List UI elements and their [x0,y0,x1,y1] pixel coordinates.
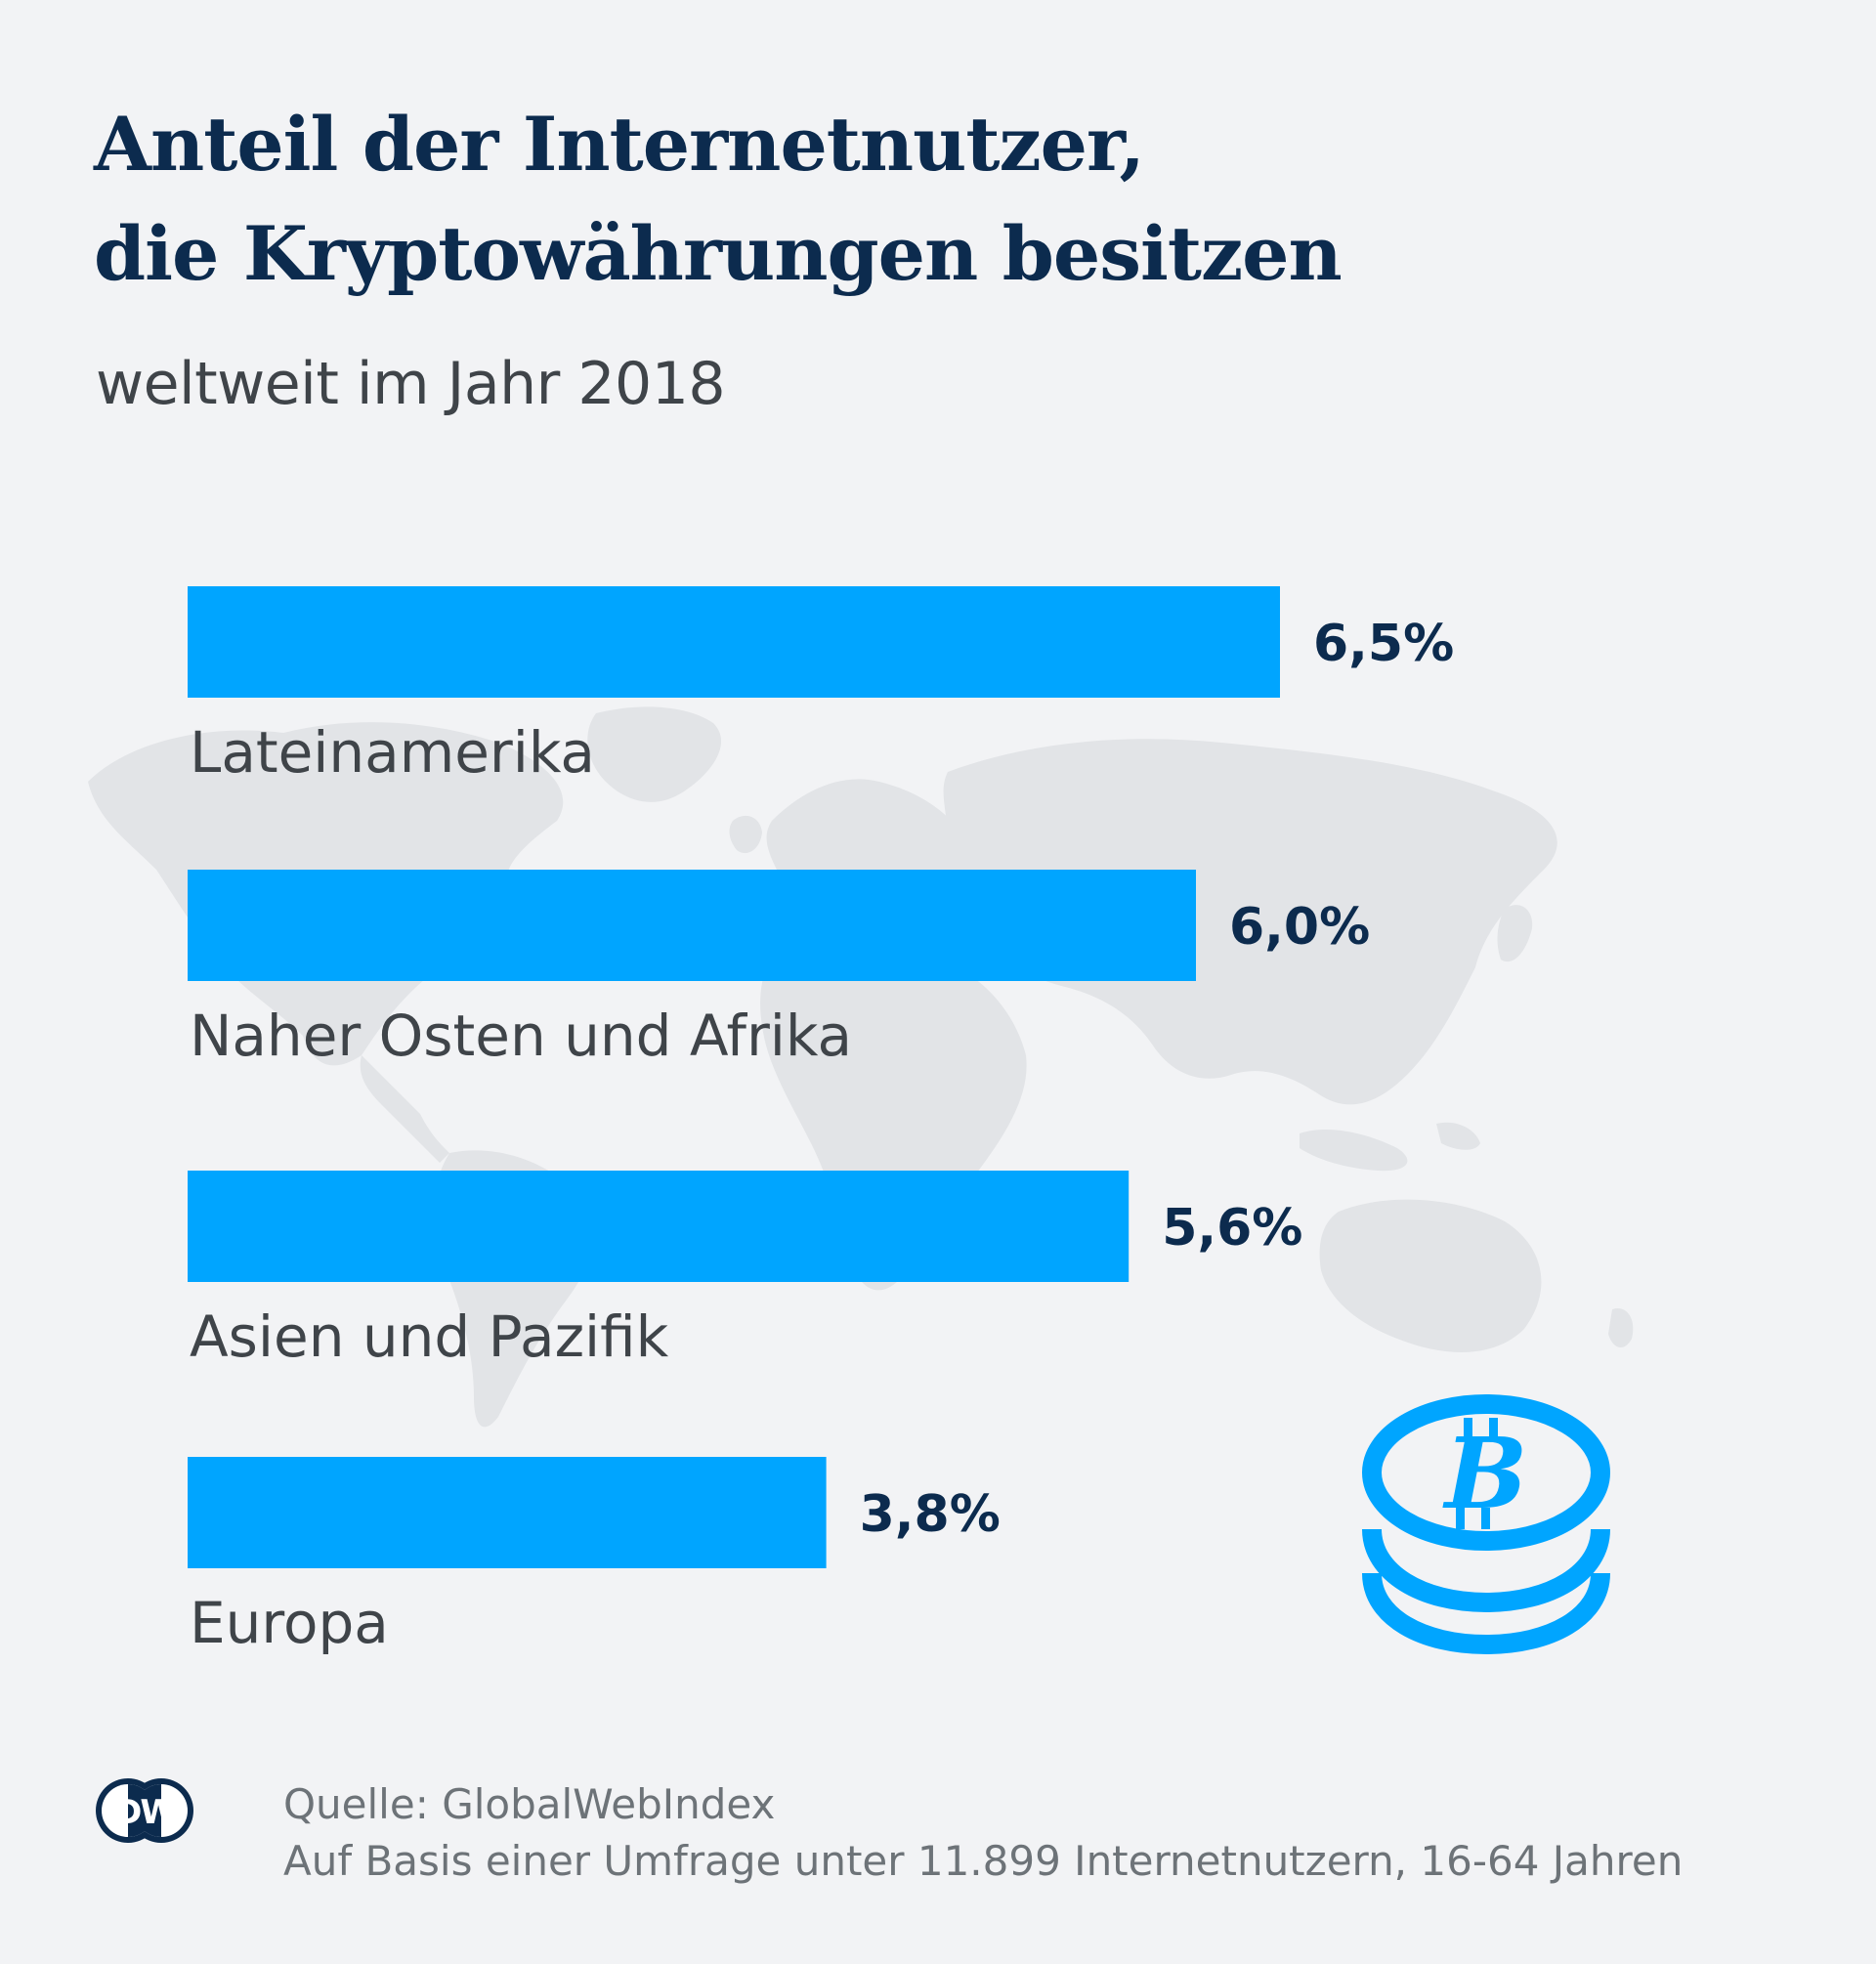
title-line-2: die Kryptowährungen besitzen [94,210,1343,297]
map-uk [729,815,762,854]
map-new-zealand [1608,1308,1634,1348]
value-label-0: 6,5% [1313,615,1454,673]
map-australia [1319,1199,1542,1352]
value-label-1: 6,0% [1229,898,1370,957]
value-label-2: 5,6% [1162,1199,1302,1258]
bar-3 [188,1457,827,1568]
map-greenland [587,706,722,802]
chart-title: Anteil der Internetnutzer, die Kryptowäh… [94,90,1343,309]
value-label-3: 3,8% [860,1485,1001,1544]
map-japan [1497,905,1533,962]
chart-subtitle: weltweit im Jahr 2018 [96,350,726,418]
survey-note: Auf Basis einer Umfrage unter 11.899 Int… [283,1837,1684,1885]
bar-1 [188,870,1196,981]
map-sea-islands [1300,1129,1408,1172]
map-africa [760,943,1027,1291]
bitcoin-coins-icon: B [1362,1394,1610,1655]
source-block: Quelle: GlobalWebIndex Auf Basis einer U… [283,1776,1683,1890]
title-line-1: Anteil der Internetnutzer, [94,101,1145,188]
dw-logo: DW [96,1778,193,1843]
category-label-3: Europa [190,1590,389,1656]
category-label-2: Asien und Pazifik [190,1303,669,1370]
svg-text:DW: DW [114,1793,176,1832]
map-central-america [360,1055,449,1163]
category-label-0: Lateinamerika [190,719,595,786]
category-label-1: Naher Osten und Afrika [190,1003,852,1069]
source-text: Quelle: GlobalWebIndex [283,1780,776,1828]
map-asia [943,739,1557,1105]
bar-0 [188,586,1280,698]
bar-2 [188,1171,1130,1282]
